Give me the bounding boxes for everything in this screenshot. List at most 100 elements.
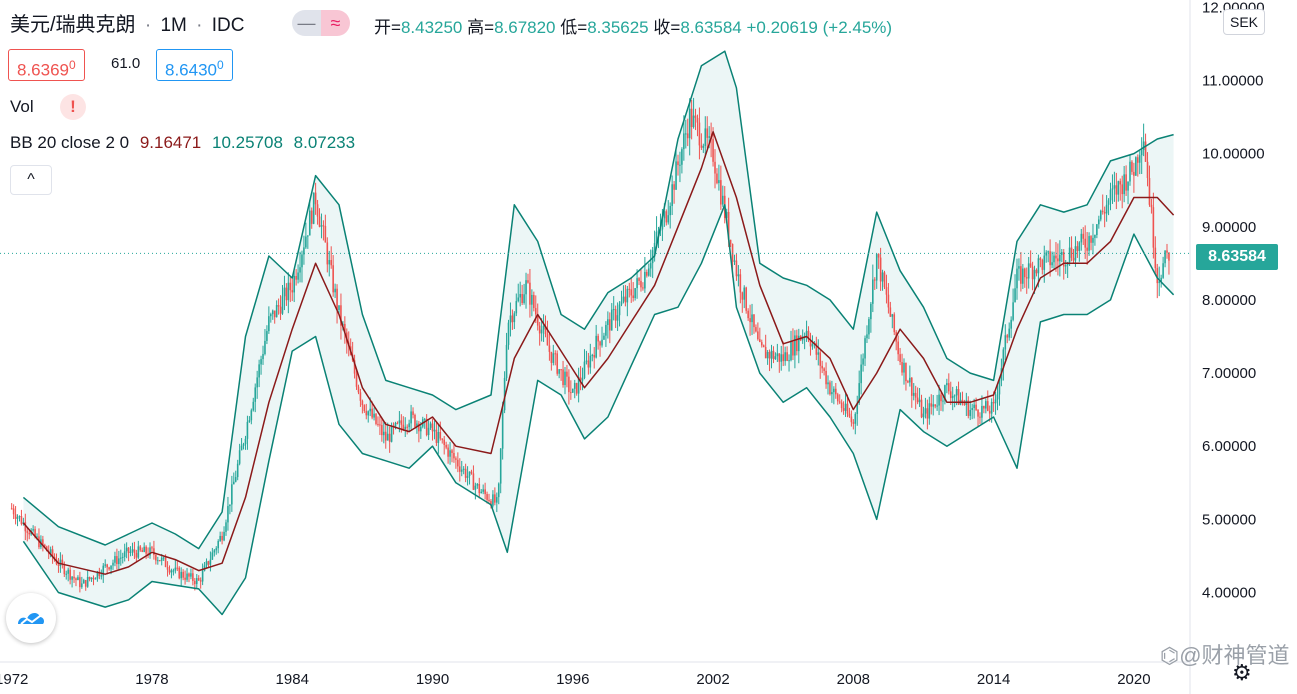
candle-body (618, 304, 621, 316)
candle-body (870, 303, 872, 320)
wave-icon[interactable]: ≈ (321, 10, 350, 36)
candle-body (831, 392, 833, 395)
x-tick-label: 1996 (556, 671, 589, 688)
candle-body (1125, 174, 1127, 191)
candle-body (476, 483, 479, 486)
candle-body (433, 429, 436, 432)
candle-body (416, 423, 418, 427)
hide-legend-icon[interactable]: — (292, 10, 321, 36)
candle-body (653, 242, 656, 251)
candle-body (778, 353, 781, 362)
candle-body (227, 506, 229, 523)
candle-body (1117, 181, 1120, 195)
candle-body (885, 287, 888, 295)
candle-body (223, 531, 225, 541)
candle-body (562, 369, 564, 386)
candle-body (186, 573, 188, 580)
symbol-legend[interactable]: 美元/瑞典克朗 · 1M · IDC (10, 8, 244, 37)
candle-body (404, 426, 407, 430)
candle-body (266, 331, 268, 341)
symbol-name[interactable]: 美元/瑞典克朗 (10, 14, 136, 36)
candle-body (542, 326, 545, 330)
candle-body (318, 216, 321, 227)
candle-body (523, 294, 525, 303)
candle-body (642, 287, 644, 289)
candle-body (158, 560, 161, 562)
candle-body (1062, 252, 1065, 267)
gear-icon[interactable]: ⚙ (1232, 660, 1252, 685)
candle-body (1133, 171, 1135, 176)
collapse-legend-button[interactable]: ^ (10, 165, 52, 195)
candle-body (992, 401, 995, 404)
candle-body (673, 184, 675, 190)
candle-body (529, 282, 531, 305)
candle-body (835, 388, 837, 395)
candle-body (651, 250, 654, 264)
candle-body (353, 360, 356, 374)
candle-body (938, 394, 940, 406)
volume-label[interactable]: Vol (10, 97, 34, 116)
candle-body (1051, 262, 1053, 266)
bollinger-legend[interactable]: BB 20 close 2 0 9.16471 10.25708 8.07233 (10, 133, 355, 153)
candle-body (57, 564, 60, 566)
candle-body (472, 473, 475, 490)
currency-label[interactable]: SEK (1223, 9, 1265, 35)
candle-body (610, 309, 613, 331)
candle-body (28, 532, 31, 535)
candle-body (930, 403, 933, 407)
candle-body (497, 483, 500, 498)
candle-body (1166, 250, 1168, 253)
candle-body (1070, 247, 1073, 258)
candle-body (125, 547, 128, 552)
candle-body (90, 577, 93, 580)
candle-body (776, 353, 779, 357)
candle-body (213, 550, 216, 553)
candle-body (283, 287, 286, 297)
candle-body (564, 371, 566, 386)
candle-body (445, 444, 447, 448)
candle-body (67, 569, 69, 574)
tradingview-logo-icon[interactable] (6, 593, 56, 643)
candle-body (525, 280, 527, 295)
candle-body (79, 577, 81, 588)
candle-body (457, 459, 459, 467)
candle-body (727, 211, 730, 240)
candle-body (1103, 212, 1106, 214)
candle-body (873, 279, 876, 281)
candle-body (334, 288, 336, 293)
candle-body (131, 549, 134, 552)
bid-price-box[interactable]: 8.63690 (8, 49, 85, 81)
candle-body (1082, 233, 1085, 239)
candle-body (916, 397, 919, 403)
interval-label[interactable]: 1M (160, 15, 187, 36)
candle-body (270, 314, 272, 317)
ask-price: 8.6430 (165, 60, 217, 80)
candle-body (1086, 247, 1088, 251)
candle-body (51, 549, 54, 557)
candle-body (63, 564, 66, 575)
candle-body (1072, 257, 1075, 261)
candle-body (675, 161, 677, 190)
candle-body (953, 395, 956, 397)
candle-body (1031, 266, 1034, 280)
candle-body (458, 466, 461, 472)
ask-price-box[interactable]: 8.64300 (156, 49, 233, 81)
warning-icon[interactable]: ! (60, 94, 86, 120)
candle-body (601, 339, 603, 346)
candle-body (1129, 161, 1131, 182)
y-tick-label: 6.00000 (1202, 438, 1256, 455)
candle-body (1068, 247, 1071, 263)
candle-body (1135, 157, 1137, 176)
candle-body (110, 565, 112, 570)
candle-body (425, 418, 428, 436)
legend-toggle[interactable]: — ≈ (292, 10, 350, 36)
candle-body (1101, 210, 1104, 213)
bb-lower-value: 8.07233 (293, 133, 356, 152)
candle-body (973, 404, 975, 409)
candle-body (790, 341, 792, 361)
candle-body (934, 404, 936, 407)
candle-body (649, 263, 652, 269)
candle-body (1012, 302, 1014, 320)
bb-upper-value: 10.25708 (212, 133, 283, 152)
